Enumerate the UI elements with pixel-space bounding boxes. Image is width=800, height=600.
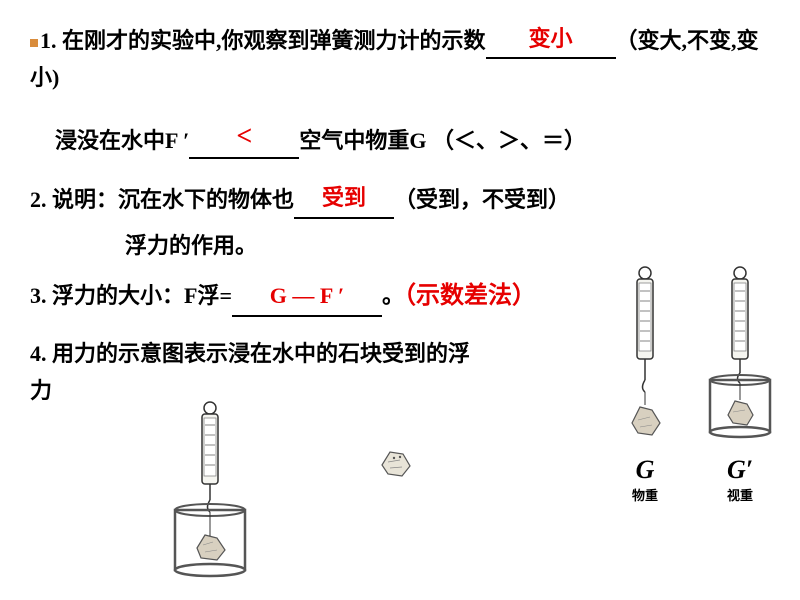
question-4: 4. 用力的示意图表示浸在水中的石块受到的浮力 xyxy=(30,335,490,410)
spring-scale-beaker-left-icon xyxy=(155,400,265,590)
label-g: G xyxy=(610,455,680,485)
q1b-answer: < xyxy=(236,121,252,152)
q1-answer: 变小 xyxy=(486,20,616,59)
q3-suffix: 。 xyxy=(382,283,404,308)
label-g-block: G 物重 xyxy=(610,455,680,504)
spring-scale-air-icon xyxy=(610,265,680,440)
question-1: 1. 在刚才的实验中,你观察到弹簧测力计的示数变小（变大,不变,变小) xyxy=(30,20,770,97)
label-gp-block: G′ 视重 xyxy=(700,455,780,504)
rock-small-icon xyxy=(370,440,420,485)
q3-prefix: 3. 浮力的大小：F浮= xyxy=(30,283,232,308)
q1-prefix: 1. 在刚才的实验中,你观察到弹簧测力计的示数 xyxy=(40,28,486,53)
question-2: 2. 说明：沉在水下的物体也受到（受到，不受到） xyxy=(30,179,770,218)
q1b-suffix: （＜、＞、＝） xyxy=(432,128,586,153)
diagram-gp-water xyxy=(695,265,785,445)
q3-note: （示数差法） xyxy=(404,283,536,309)
bullet-icon xyxy=(30,39,38,47)
q1b-blank: < xyxy=(189,133,299,159)
diagram-small-rock xyxy=(370,440,420,490)
q3-answer: G — F ′ xyxy=(232,277,382,316)
q2-line2: 浮力的作用。 xyxy=(125,233,257,258)
label-g-sub: 物重 xyxy=(610,485,680,504)
q2-prefix: 2. 说明：沉在水下的物体也 xyxy=(30,187,294,212)
q1b-prefix: 浸没在水中F ′ xyxy=(55,128,189,153)
spring-scale-water-icon xyxy=(695,265,785,440)
label-gp: G′ xyxy=(700,455,780,485)
q2-suffix: （受到，不受到） xyxy=(394,187,570,212)
diagram-g-air xyxy=(610,265,680,445)
q1b-mid: 空气中物重G xyxy=(299,128,426,153)
label-gp-sub: 视重 xyxy=(700,485,780,504)
q4-text: 4. 用力的示意图表示浸在水中的石块受到的浮力 xyxy=(30,341,470,403)
q2-answer: 受到 xyxy=(294,179,394,218)
diagram-left xyxy=(155,400,265,595)
question-2b: 浮力的作用。 xyxy=(125,227,770,264)
question-1b: 浸没在水中F ′<空气中物重G （＜、＞、＝） xyxy=(55,122,770,159)
